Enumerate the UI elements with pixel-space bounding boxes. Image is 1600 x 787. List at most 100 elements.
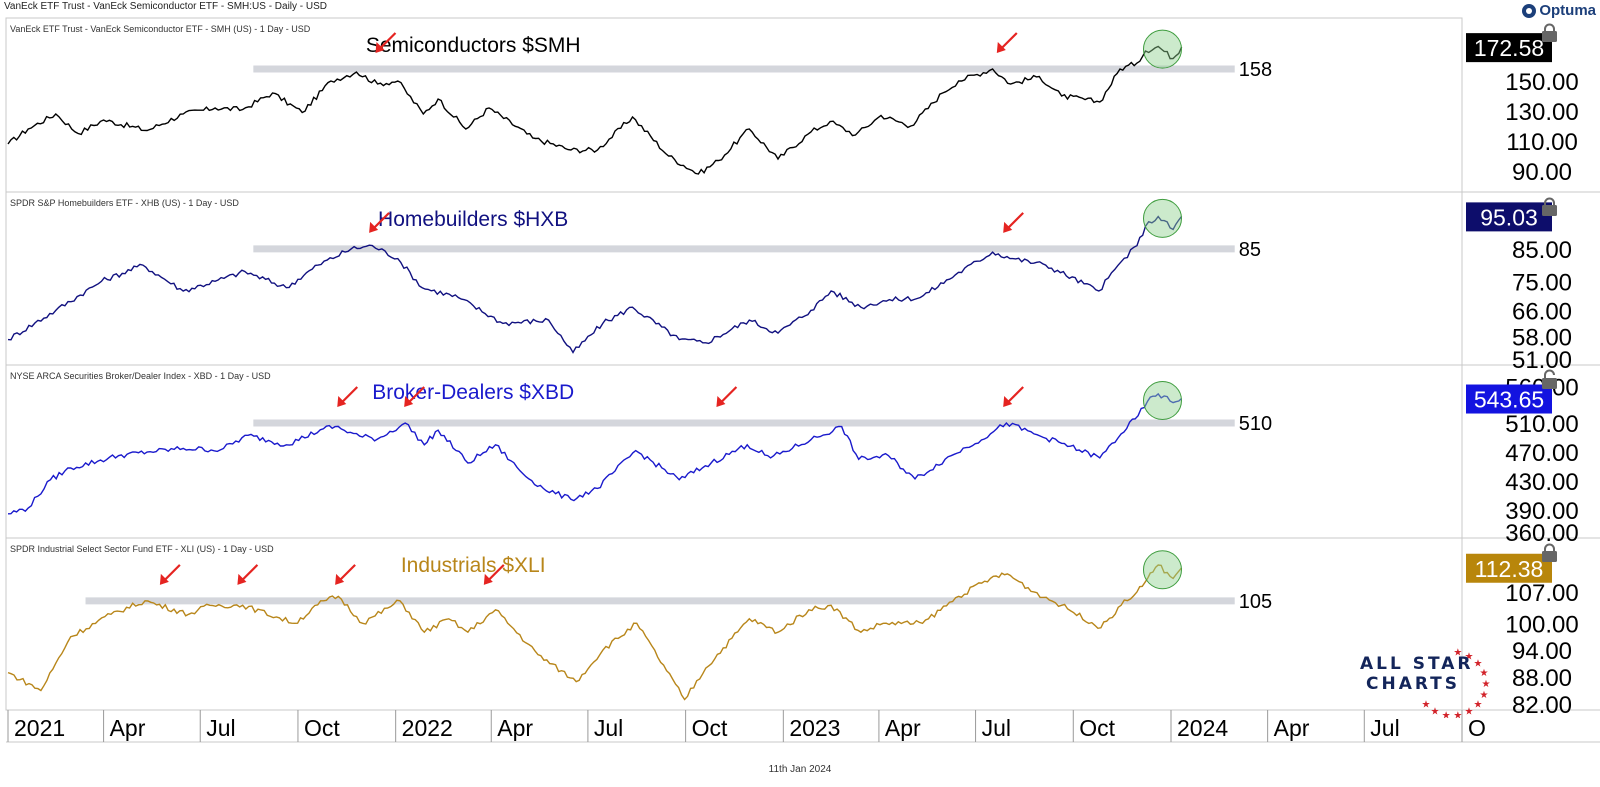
footer-date: 11th Jan 2024 [768,764,832,775]
reference-label: 105 [1239,591,1272,613]
y-tick-label: 390.00 [1505,498,1578,525]
panel-subtitle: SPDR S&P Homebuilders ETF - XHB (US) - 1… [10,198,239,208]
series-line [7,564,1183,701]
star-icon: ★ [1453,711,1462,718]
red-arrow-head-icon [159,573,169,585]
x-tick-label: Apr [497,715,533,741]
x-tick-label: Oct [692,715,728,741]
x-tick-label: 2023 [789,715,840,741]
y-tick-label: 110.00 [1506,129,1578,156]
unlock-icon-shackle [1544,369,1555,378]
x-tick-label: Apr [1274,715,1310,741]
allstarcharts-watermark: ★ ★ ★ ★ ★ ★ ★ ★ ★ ★ ★ ★ ALL STAR CHARTS [1360,648,1490,718]
x-tick-label: 2021 [14,715,65,741]
red-arrow-head-icon [1003,221,1013,233]
series-line [7,45,1183,175]
last-value-box [1466,33,1552,63]
lock-icon-shackle [1544,543,1555,551]
watermark-line2: CHARTS [1366,674,1461,694]
y-tick-label: 107.00 [1505,580,1578,607]
red-arrow-head-icon [483,573,493,585]
y-tick-label: 510.00 [1505,411,1578,438]
y-tick-label: 88.00 [1512,665,1572,692]
star-icon: ★ [1465,651,1474,662]
reference-label: 510 [1239,413,1272,435]
last-value-label: 95.03 [1480,204,1538,230]
lock-icon-shackle [1544,23,1555,31]
watermark-line1: ALL STAR [1360,654,1474,674]
last-value-label: 543.65 [1474,387,1544,413]
panel-subtitle: NYSE ARCA Securities Broker/Dealer Index… [10,371,271,381]
unlock-icon [1542,378,1557,389]
star-icon: ★ [1474,700,1483,711]
star-icon: ★ [1479,690,1488,701]
y-tick-label: 470.00 [1505,440,1578,467]
last-value-box [1466,384,1552,414]
y-tick-label: 94.00 [1512,638,1572,665]
star-ring-icon: ★ ★★★★★★★★★★★ [1421,648,1490,718]
lock-icon [1542,551,1557,562]
star-icon: ★ [1453,648,1462,658]
optuma-logo-icon [1522,3,1537,18]
x-tick-label: Jul [982,715,1011,741]
panel-subtitle: SPDR Industrial Select Sector Fund ETF -… [10,544,274,554]
y-tick-label: 360.00 [1505,520,1578,547]
panel-title: Industrials $XLI [401,554,546,577]
x-tick-label: Jul [206,715,235,741]
lock-icon [1542,205,1557,216]
x-tick-label: Apr [110,715,146,741]
red-arrow-head-icon [375,42,385,53]
panel-subtitle: VanEck ETF Trust - VanEck Semiconductor … [10,24,311,34]
panel-title: Semiconductors $SMH [366,34,581,57]
x-tick-label: 2022 [402,715,453,741]
red-arrow-head-icon [996,42,1006,53]
x-tick-label: Oct [304,715,340,741]
y-tick-label: 100.00 [1505,611,1578,638]
panel-title: Broker-Dealers $XBD [372,381,574,404]
x-tick-label: Jul [594,715,623,741]
highlight-circle [1142,198,1182,238]
star-icon: ★ [1442,711,1451,718]
red-arrow-head-icon [237,573,247,585]
last-value-label: 112.38 [1475,556,1544,582]
red-arrow-head-icon [337,395,347,407]
y-tick-label: 130.00 [1505,99,1578,126]
panel-title: Homebuilders $HXB [378,208,568,231]
window-title: VanEck ETF Trust - VanEck Semiconductor … [4,1,328,12]
highlight-circle [1142,550,1182,590]
star-icon: ★ [1474,658,1483,669]
brand-logo: Optuma [1522,2,1596,19]
brand-name: Optuma [1539,2,1596,19]
y-tick-label: 85.00 [1512,237,1572,264]
y-tick-label: 66.00 [1512,298,1572,325]
x-tick-label: Jul [1370,715,1399,741]
x-tick-label: Oct [1079,715,1115,741]
red-arrow-head-icon [716,395,726,407]
y-tick-label: 150.00 [1505,69,1578,96]
series-line [7,392,1183,515]
reference-label: 158 [1239,59,1272,81]
red-arrow-head-icon [1003,395,1013,407]
highlight-circle [1142,381,1182,421]
x-tick-label: Apr [885,715,921,741]
lock-icon-shackle [1544,197,1555,205]
last-value-box [1466,553,1552,583]
y-tick-label: 430.00 [1505,469,1578,496]
star-icon: ★ [1431,707,1440,718]
lock-icon [1542,31,1557,42]
highlight-circle [1142,29,1182,69]
red-arrow-head-icon [369,221,379,233]
reference-label: 85 [1239,239,1261,261]
x-tick-label: 2024 [1177,715,1228,741]
y-tick-label: 75.00 [1512,269,1572,296]
star-icon: ★ [1465,707,1474,718]
star-icon: ★ [1482,679,1490,690]
y-tick-label: 51.00 [1512,347,1572,374]
y-tick-label: 58.00 [1512,324,1572,351]
y-tick-label: 90.00 [1512,159,1572,186]
x-tick-label: O [1468,715,1486,741]
last-value-label: 172.58 [1474,35,1544,61]
red-arrow-head-icon [335,573,345,585]
red-arrow-head-icon [404,395,414,407]
